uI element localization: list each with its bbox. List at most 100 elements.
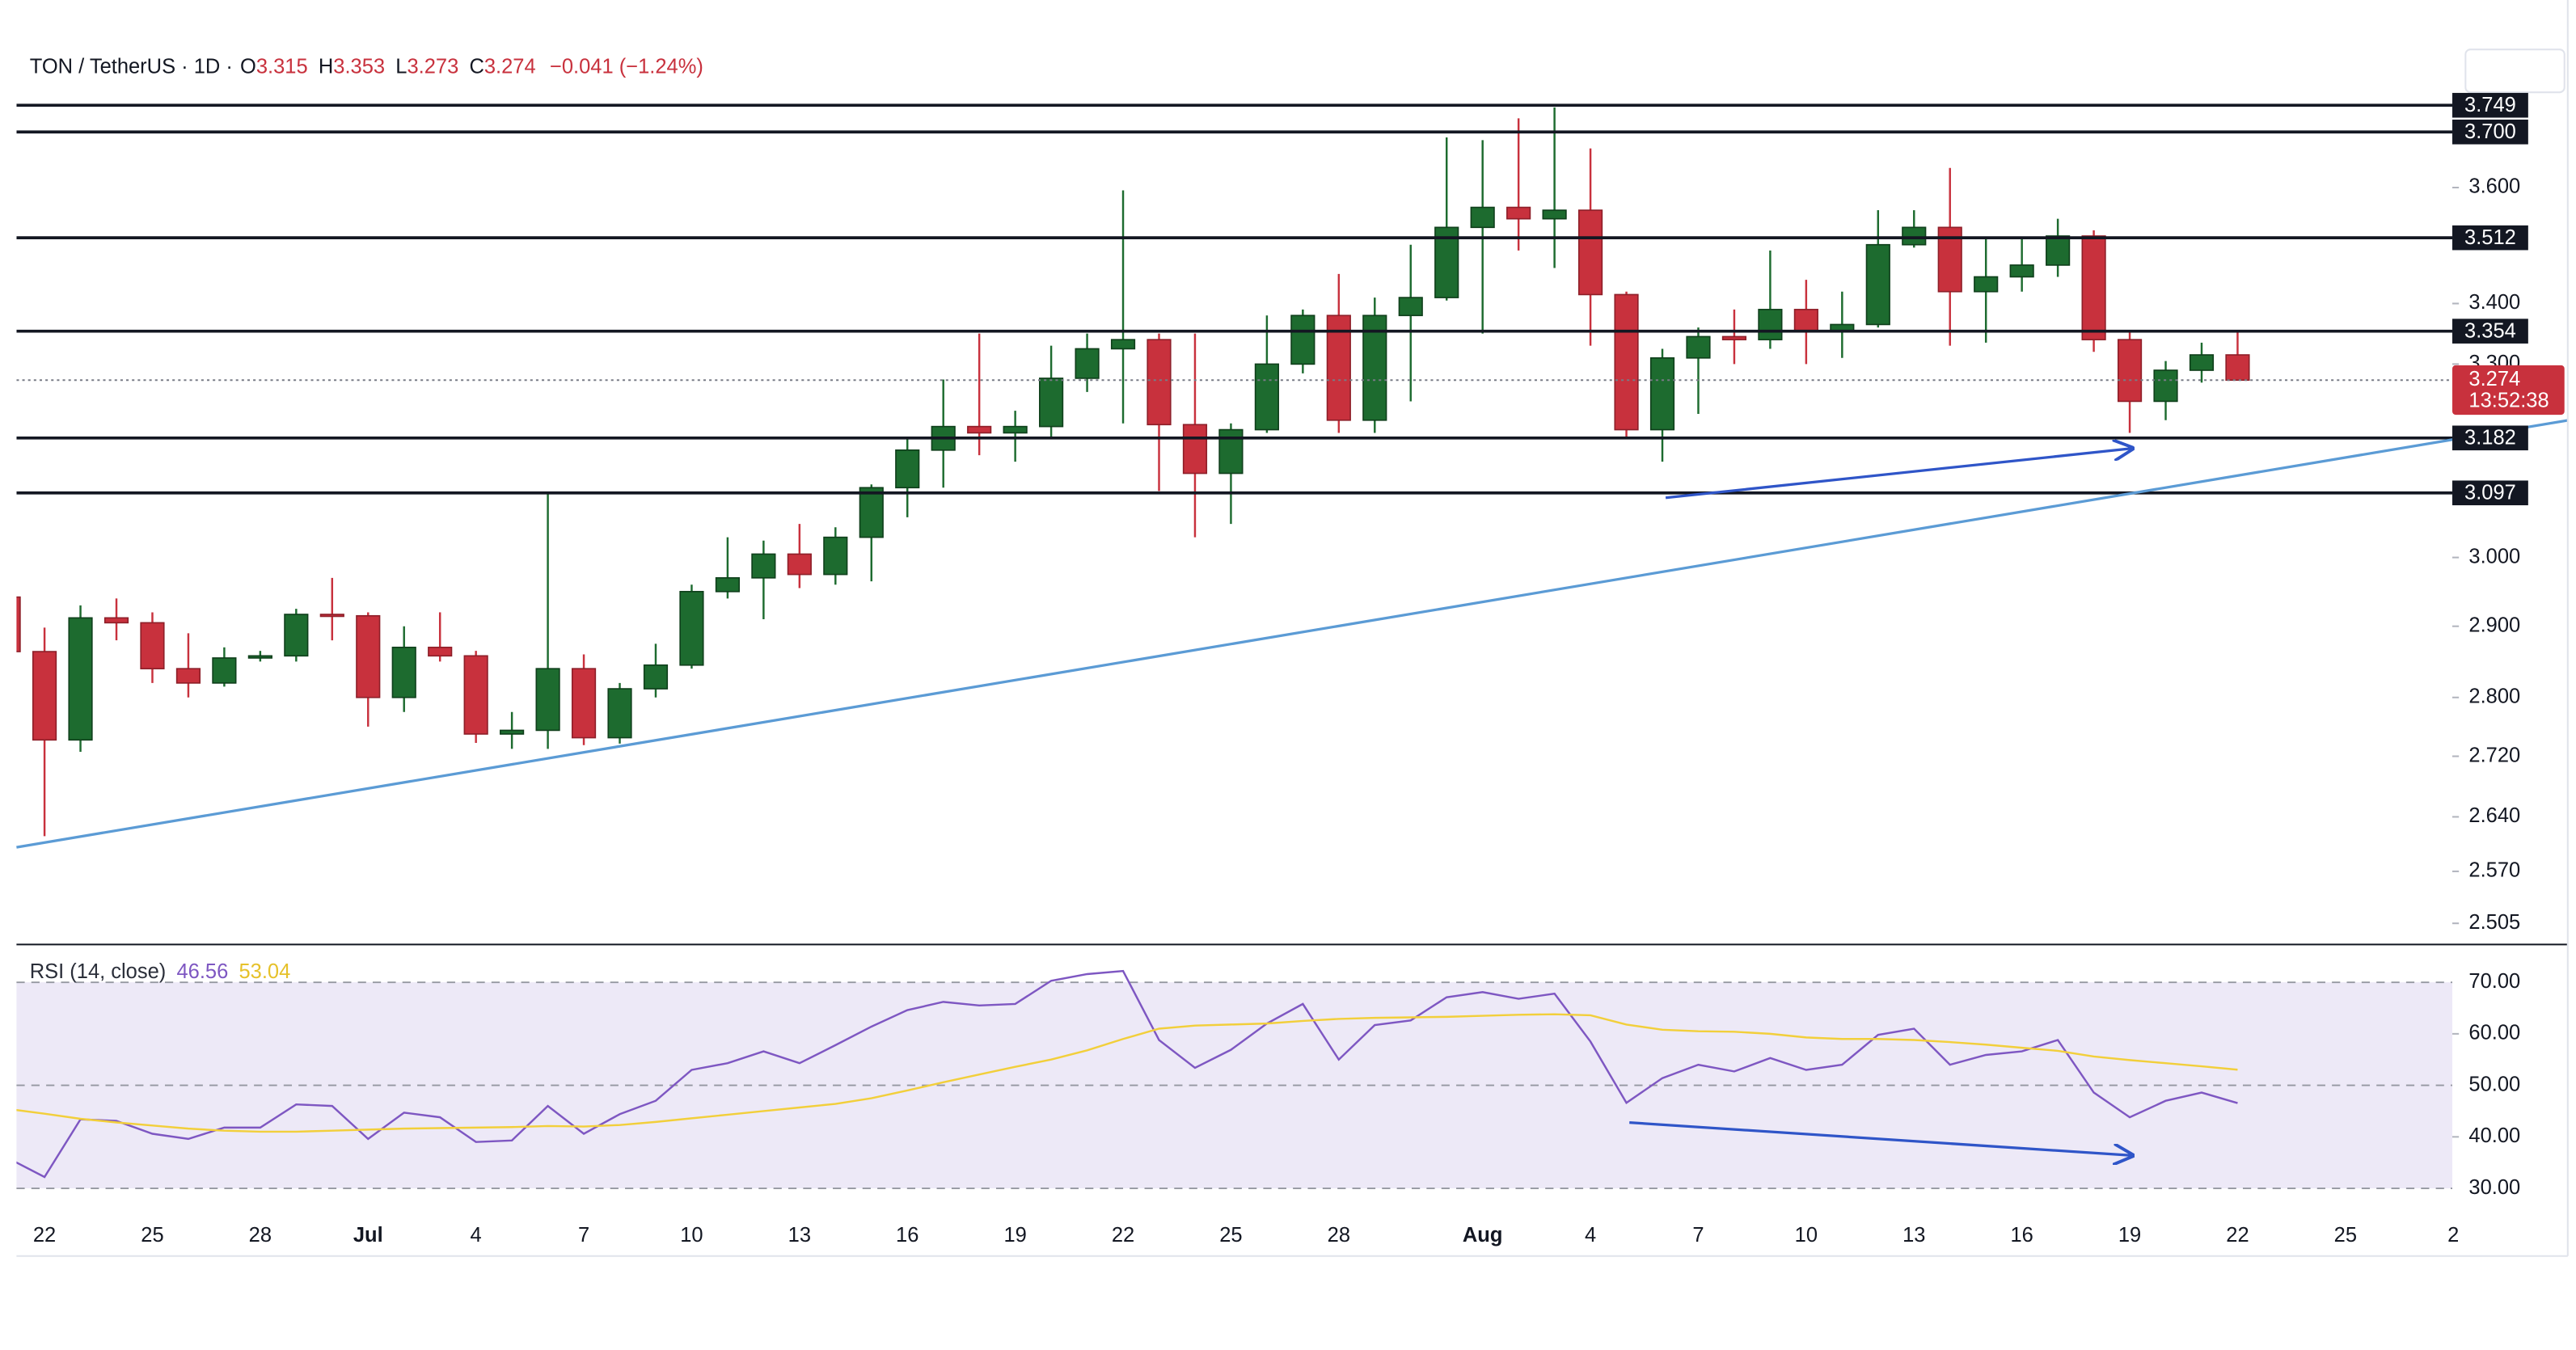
- plot-area: [16, 103, 2453, 1179]
- candle-body: [16, 596, 21, 652]
- level-label: 3.182: [2464, 427, 2516, 449]
- ohlc-label: L: [395, 55, 407, 78]
- candle-body: [1542, 209, 1567, 220]
- level-label-box: [2452, 480, 2528, 506]
- ohlc-value: 3.315: [256, 55, 308, 78]
- candle-body: [1721, 335, 1747, 340]
- candle-body: [607, 688, 632, 739]
- x-tick-label: 22: [2226, 1224, 2249, 1247]
- candle-body: [2046, 235, 2071, 266]
- ohlc-label: C: [469, 55, 484, 78]
- rsi-ma-value: 53.04: [239, 960, 291, 983]
- y-tick-label: 2.640: [2468, 804, 2520, 827]
- level-label-box: [2452, 319, 2528, 344]
- candle-body: [1506, 206, 1531, 220]
- candle-body: [895, 449, 920, 489]
- ohlc-value: 3.353: [333, 55, 385, 78]
- y-tick-label: 50.00: [2468, 1073, 2520, 1095]
- candle-body: [1758, 309, 1783, 340]
- candle-body: [500, 729, 525, 735]
- rsi-arrow: [1629, 1120, 2132, 1156]
- candle-body: [1362, 314, 1387, 421]
- y-tick-label: 40.00: [2468, 1124, 2520, 1147]
- candle-body: [967, 425, 992, 434]
- rsi-ma-line: [16, 1013, 2238, 1133]
- candle-body: [175, 668, 201, 684]
- x-tick-label: 25: [141, 1224, 163, 1247]
- candle-body: [356, 614, 381, 698]
- candle-body: [284, 614, 309, 657]
- x-tick-label: 19: [1003, 1224, 1026, 1247]
- candle-body: [751, 553, 776, 579]
- y-tick-label: 30.00: [2468, 1176, 2520, 1199]
- symbol: TON / TetherUS · 1D ·: [30, 55, 233, 78]
- candle-body: [1830, 323, 1855, 331]
- candle-body: [247, 655, 272, 659]
- level-label-box: [2452, 225, 2528, 251]
- candle-body: [1075, 348, 1100, 379]
- candle-body: [1865, 243, 1890, 326]
- y-tick-label: 60.00: [2468, 1022, 2520, 1044]
- countdown-label: 13:52:38: [2468, 389, 2549, 411]
- current-price-box: [2452, 365, 2565, 416]
- top-right-box: [2464, 49, 2565, 94]
- ohlc-value: 3.273: [407, 55, 458, 78]
- candle-body: [1793, 309, 1818, 331]
- candle-body: [463, 655, 488, 735]
- ohlc-label: H: [319, 55, 333, 78]
- y-tick-label: 2.505: [2468, 911, 2520, 934]
- x-tick-label: 4: [471, 1224, 482, 1247]
- y-tick-label: 70.00: [2468, 970, 2520, 993]
- candle-body: [1147, 339, 1172, 426]
- candle-body: [1218, 428, 1244, 475]
- level-label-box: [2452, 119, 2528, 145]
- candle-body: [428, 646, 453, 657]
- candle-body: [2081, 235, 2106, 340]
- candle-body: [391, 646, 416, 698]
- rsi-header: RSI (14, close) 46.56 53.04: [30, 960, 291, 983]
- candle-body: [1577, 209, 1603, 296]
- candle-body: [1039, 378, 1064, 428]
- candle-body: [212, 657, 237, 684]
- level-label: 3.512: [2464, 226, 2516, 249]
- ohlc-label: O: [240, 55, 256, 78]
- candle-body: [68, 617, 93, 741]
- candle-body: [1902, 226, 1927, 246]
- candle-body: [715, 577, 741, 593]
- candle-body: [103, 617, 129, 624]
- candle-body: [1649, 356, 1675, 431]
- x-tick-label: 7: [1692, 1224, 1704, 1247]
- x-tick-label: 19: [2118, 1224, 2141, 1247]
- y-tick-label: 3.400: [2468, 291, 2520, 314]
- x-tick-label: 7: [578, 1224, 589, 1247]
- y-tick-label: 3.000: [2468, 545, 2520, 567]
- candle-body: [2153, 369, 2178, 403]
- level-label-box: [2452, 425, 2528, 451]
- candle-body: [787, 553, 812, 576]
- overlay: 2.5052.5702.6402.7202.8002.9003.0003.300…: [33, 92, 2565, 1247]
- x-tick-label: 2: [2447, 1224, 2459, 1247]
- candle-body: [1470, 206, 1495, 229]
- level-label: 3.354: [2464, 319, 2516, 342]
- current-price-label: 3.274: [2468, 368, 2520, 390]
- candle-body: [1398, 297, 1423, 317]
- x-tick-label: Jul: [353, 1224, 383, 1247]
- candle-body: [1686, 335, 1711, 359]
- level-label: 3.700: [2464, 120, 2516, 143]
- x-tick-label: 22: [1112, 1224, 1134, 1247]
- x-tick-label: Aug: [1463, 1224, 1503, 1247]
- candle-body: [2009, 264, 2034, 278]
- x-tick-label: 13: [788, 1224, 811, 1247]
- y-tick-label: 2.800: [2468, 686, 2520, 708]
- x-tick-label: 10: [680, 1224, 703, 1247]
- candle-body: [1326, 314, 1351, 421]
- x-tick-label: 4: [1585, 1224, 1596, 1247]
- candle-body: [535, 668, 560, 732]
- y-tick-label: 2.570: [2468, 859, 2520, 882]
- y-tick-label: 2.720: [2468, 744, 2520, 766]
- x-tick-label: 13: [1902, 1224, 1925, 1247]
- x-tick-label: 22: [33, 1224, 56, 1247]
- candle-body: [1614, 293, 1639, 431]
- candle-body: [859, 487, 884, 538]
